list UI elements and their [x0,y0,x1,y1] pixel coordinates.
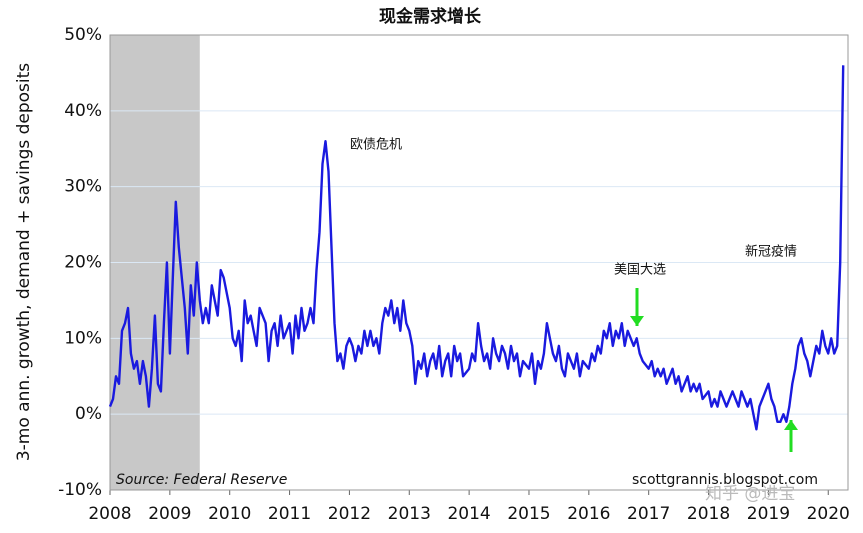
x-tick-label: 2009 [148,504,191,524]
arrow-head [630,316,644,326]
watermark: 知乎 @进宝 [705,484,795,504]
y-tick-label: 10% [64,328,102,348]
annotation: 新冠疫情 [745,244,797,260]
data-line [108,65,845,431]
chart-title: 现金需求增长 [379,6,482,27]
y-tick-label: 20% [64,253,102,273]
credit: scottgrannis.blogspot.com [632,472,818,488]
source: Source: Federal Reserve [116,472,287,488]
annotation: 欧债危机 [350,138,402,153]
y-tick-label: 30% [64,177,102,197]
plot-frame [109,34,849,491]
x-tick-label: 2014 [447,504,490,524]
x-tick-label: 2012 [328,504,371,524]
x-tick-label: 2017 [627,504,670,524]
x-tick-label: 2013 [388,504,431,524]
x-tick-label: 2016 [567,504,610,524]
x-tick-label: 2019 [747,504,790,524]
x-tick-label: 2015 [507,504,550,524]
arrow-head [784,420,798,430]
y-tick-label: 0% [75,404,102,424]
y-tick-label: 40% [64,101,102,121]
x-tick-label: 2010 [208,504,251,524]
x-tick-label: 2008 [88,504,131,524]
y-tick-label: 50% [64,25,102,45]
x-tick-label: 2018 [687,504,730,524]
y-axis-label: 3-mo ann. growth, demand + savings depos… [14,63,34,461]
x-tick-label: 2011 [268,504,311,524]
y-tick-label: -10% [58,480,102,500]
annotation: 美国大选 [614,263,666,278]
x-tick-label: 2020 [807,504,850,524]
